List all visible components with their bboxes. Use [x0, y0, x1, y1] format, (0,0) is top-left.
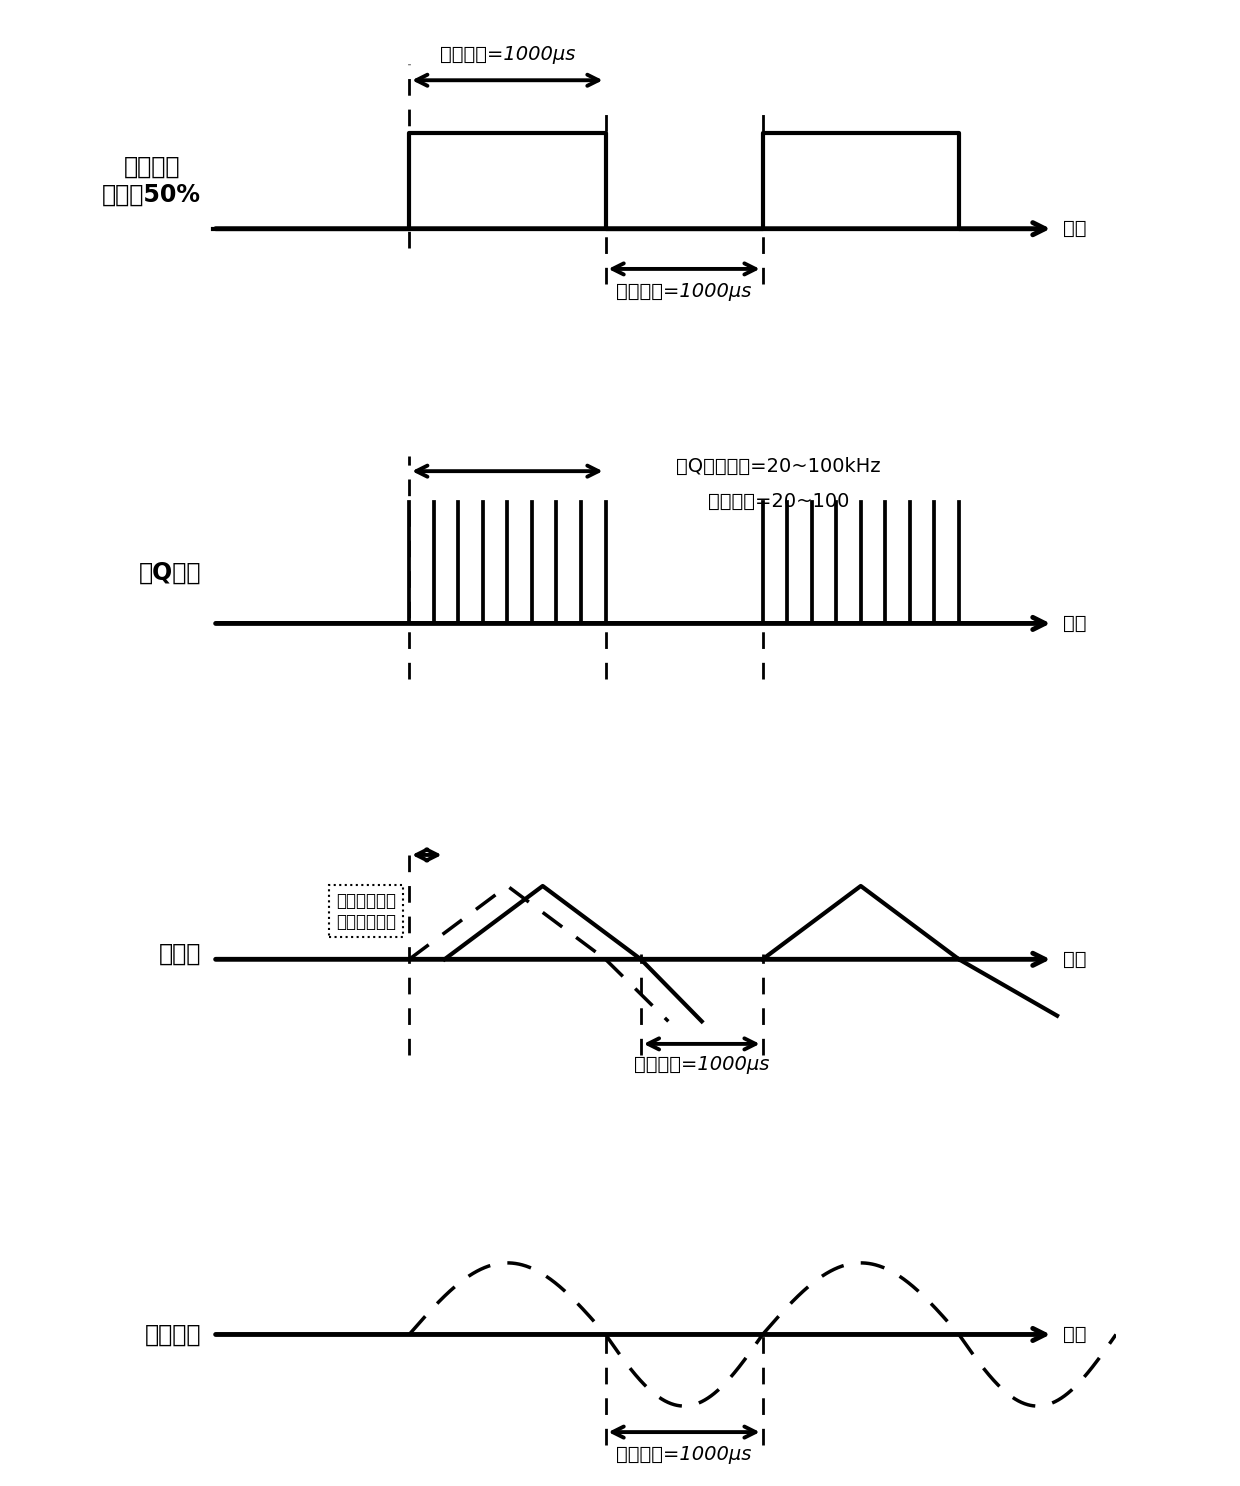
Text: 时间: 时间: [1063, 614, 1086, 633]
Text: 抽运脉宽=1000μs: 抽运脉宽=1000μs: [440, 45, 575, 64]
Text: 零轴: 零轴: [1063, 1326, 1086, 1343]
Text: 脉冲抽运
占空比50%: 脉冲抽运 占空比50%: [102, 155, 201, 207]
Text: 时间: 时间: [1063, 950, 1086, 969]
Text: 调Q重复频率=20~100kHz: 调Q重复频率=20~100kHz: [676, 456, 880, 476]
Text: 调Q脉冲: 调Q脉冲: [139, 560, 201, 584]
Text: 闲置时间=1000μs: 闲置时间=1000μs: [634, 1055, 770, 1074]
Text: 脉冲个数=20~100: 脉冲个数=20~100: [708, 492, 849, 511]
Text: 时间: 时间: [1063, 220, 1086, 238]
Text: 振镜电机: 振镜电机: [145, 1323, 201, 1346]
Text: 锯齿波: 锯齿波: [159, 942, 201, 966]
Text: 闲置时间=1000μs: 闲置时间=1000μs: [616, 1444, 751, 1464]
Text: 锯齿波信号的
触发延时时间: 锯齿波信号的 触发延时时间: [336, 892, 396, 930]
Text: 闲置时间=1000μs: 闲置时间=1000μs: [616, 282, 751, 302]
